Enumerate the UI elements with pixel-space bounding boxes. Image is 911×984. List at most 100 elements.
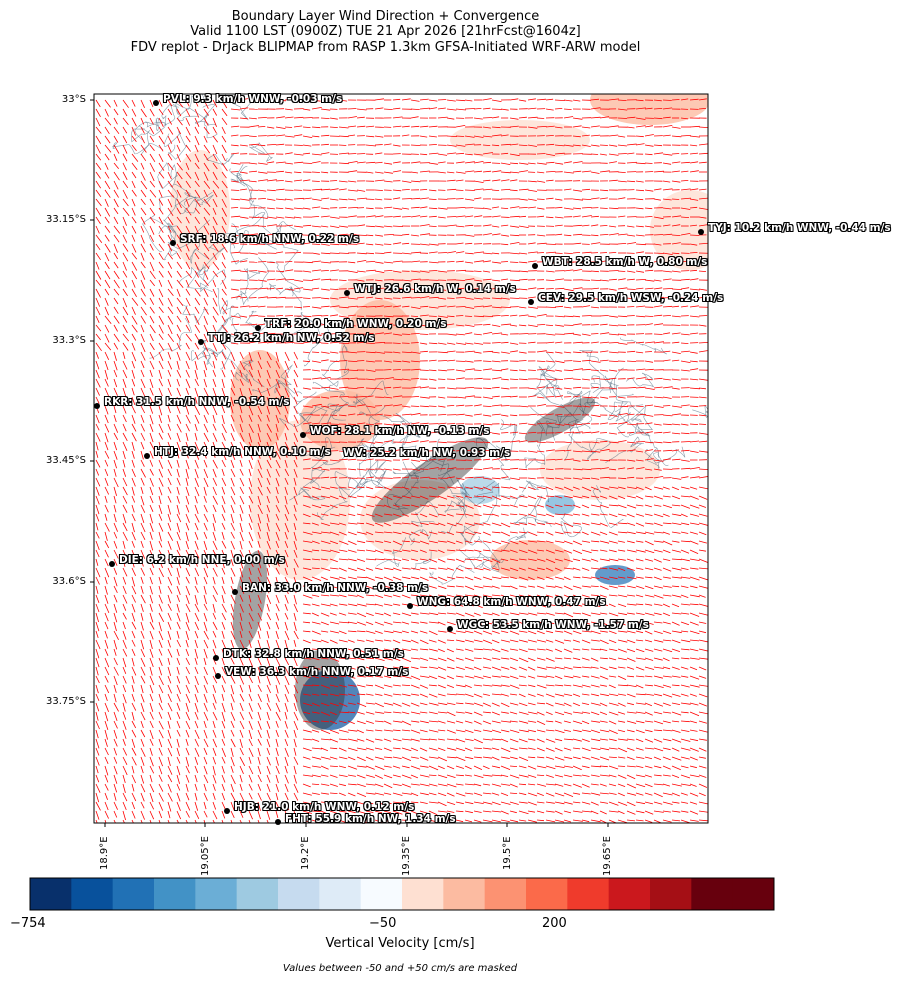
wind-arrow [131,360,135,369]
wind-arrow [230,207,239,209]
wind-arrow [680,594,689,598]
wind-arrow [365,369,376,372]
wind-arrow [356,197,367,200]
wind-arrow [383,414,392,416]
wind-arrow [464,729,474,733]
wind-arrow [293,531,297,541]
wind-arrow [275,207,284,209]
wind-arrow [671,260,681,263]
wind-arrow [95,468,100,476]
wind-arrow [698,657,708,660]
wind-arrow [374,270,385,273]
wind-arrow [635,711,646,714]
wind-arrow [347,305,358,308]
wind-arrow [500,423,511,426]
wind-arrow [320,207,330,210]
wind-arrow [446,729,456,734]
wind-arrow [446,567,455,571]
wind-arrow [248,522,253,530]
wind-arrow [230,441,235,450]
wind-arrow [491,558,501,563]
wind-arrow [194,171,200,181]
wind-arrow [599,630,608,633]
wind-arrow [680,630,689,633]
wind-arrow [203,621,208,632]
wind-arrow [212,450,216,458]
wind-arrow [689,711,700,717]
wind-arrow [680,675,689,678]
terrain-contour [177,103,217,122]
wind-arrow [122,432,128,441]
wind-arrow [131,252,138,260]
wind-arrow [617,720,626,723]
wind-arrow [482,621,492,625]
wind-arrow [644,287,654,290]
wind-arrow [185,621,190,631]
wind-arrow [113,576,118,587]
wind-arrow [428,135,437,138]
wind-arrow [635,377,646,380]
wind-arrow [320,215,330,218]
wind-arrow [329,225,340,228]
wind-arrow [500,476,509,479]
wind-arrow [257,531,261,539]
wind-arrow [626,234,636,237]
wind-arrow [383,396,393,399]
wind-arrow [545,477,555,480]
wind-arrow [257,360,263,370]
wind-arrow [518,215,527,218]
wind-arrow [608,567,619,571]
wind-arrow [473,351,482,354]
wind-arrow [392,513,402,517]
wind-arrow [194,315,200,325]
wind-arrow [572,711,583,714]
wind-arrow [230,333,239,336]
wind-arrow [680,207,691,210]
wind-arrow [320,549,331,552]
wind-arrow [410,540,420,543]
wind-arrow [473,540,483,543]
wind-arrow [572,630,582,635]
wind-arrow [140,540,144,548]
wind-arrow [482,675,492,679]
wind-arrow [383,332,392,335]
wind-arrow [599,486,610,490]
wind-arrow [383,143,392,146]
wind-arrow [626,630,636,634]
wind-arrow [572,540,582,546]
wind-arrow [113,549,119,559]
wind-arrow [635,522,645,527]
wind-arrow [473,729,482,732]
wind-arrow [428,603,437,608]
wind-arrow [464,585,475,590]
wind-arrow [518,252,528,255]
wind-arrow [257,126,266,128]
wind-arrow [455,693,465,696]
wind-arrow [239,504,244,514]
wind-arrow [320,449,331,452]
wind-arrow [266,648,270,656]
wind-arrow [185,99,190,107]
wind-arrow [464,720,473,724]
wind-arrow [113,243,118,253]
wind-arrow [464,576,474,581]
wind-arrow [455,152,465,155]
wind-arrow [617,278,626,281]
wind-arrow [581,486,592,492]
wind-arrow [671,405,682,408]
wind-arrow [257,396,262,406]
wind-arrow [284,567,288,576]
terrain-contour [158,192,213,214]
wind-arrow [572,558,581,562]
wind-arrow [347,666,356,670]
wind-arrow [203,144,211,154]
wind-arrow [653,666,664,669]
wind-arrow [608,153,619,156]
wind-arrow [140,153,147,162]
wind-arrow [149,198,155,207]
wind-arrow [257,675,261,684]
wind-arrow [374,522,384,527]
wind-arrow [194,441,199,451]
wind-arrow [248,323,258,326]
wind-arrow [95,171,101,179]
